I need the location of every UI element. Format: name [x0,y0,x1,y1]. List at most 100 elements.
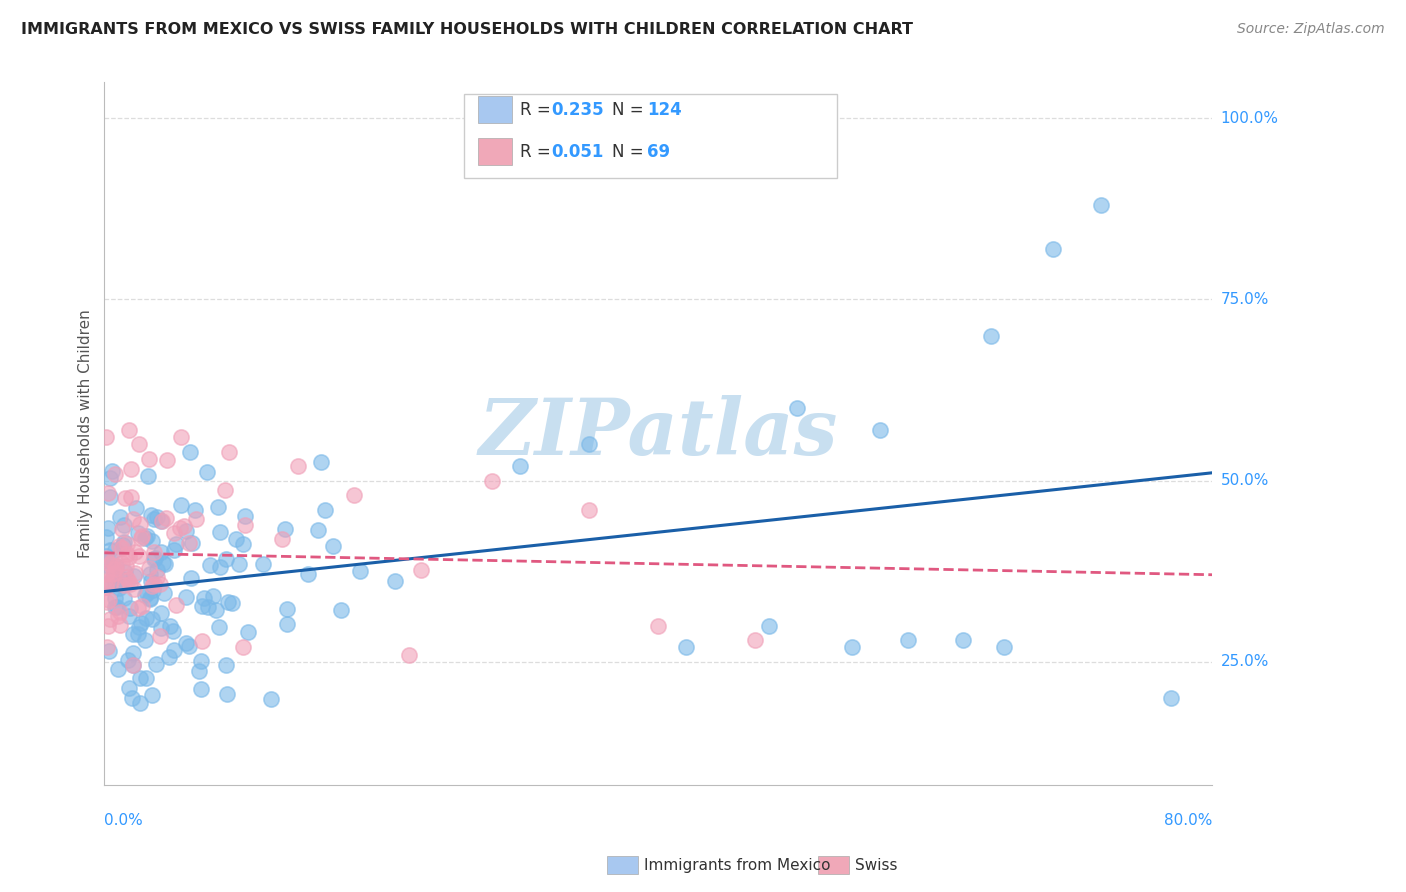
Point [104,600,127,615]
Point [165,598,187,612]
Point [138,561,160,575]
Point [165,537,187,551]
Point [120,461,142,475]
Point [509,459,531,474]
Text: 0.051: 0.051 [551,143,603,161]
Text: 80.0%: 80.0% [1164,813,1212,828]
Point [98,557,121,571]
Point [98,471,121,485]
Point [108,618,131,632]
Point [177,639,200,653]
Y-axis label: Family Households with Children: Family Households with Children [79,310,93,558]
Point [94,580,117,594]
Point [118,577,141,591]
Point [170,499,193,513]
Point [163,643,186,657]
Text: R =: R = [520,101,557,119]
Point [1090,198,1112,212]
Point [274,522,297,536]
Point [259,692,281,706]
Point [129,615,152,630]
Point [142,552,165,566]
Point [139,567,162,582]
Point [107,581,129,595]
Point [208,560,231,574]
Point [146,563,169,577]
Text: R =: R = [520,143,557,161]
Point [128,696,150,710]
Point [107,662,129,676]
Point [157,650,180,665]
Point [869,423,891,437]
Point [163,525,186,540]
Point [127,627,149,641]
Point [232,537,254,551]
Point [184,512,207,526]
Text: 75.0%: 75.0% [1220,292,1268,307]
Point [190,634,212,648]
Point [221,596,243,610]
Text: 50.0%: 50.0% [1220,473,1268,488]
Point [142,582,165,597]
Point [190,654,212,668]
Text: 100.0%: 100.0% [1220,111,1278,126]
Point [307,523,329,537]
Point [1042,242,1064,256]
Point [112,591,135,606]
Point [108,510,131,524]
Point [149,621,172,635]
Point [176,636,198,650]
Point [236,625,259,640]
Point [104,558,127,573]
Point [118,549,141,564]
Point [187,664,209,678]
Point [124,545,146,559]
Point [177,535,200,549]
Point [384,574,406,588]
Point [578,502,600,516]
Point [122,569,145,583]
Point [232,640,254,655]
Point [179,445,201,459]
Point [118,681,141,695]
Point [114,491,136,506]
Point [143,551,166,566]
Point [152,556,174,570]
Point [122,646,145,660]
Point [309,454,332,468]
Point [156,453,179,467]
Point [896,633,918,648]
Point [217,595,239,609]
Point [287,459,309,474]
Point [314,502,336,516]
Point [184,503,207,517]
Text: N =: N = [612,101,648,119]
Point [174,590,197,604]
Point [134,531,156,545]
Point [141,579,163,593]
Text: Source: ZipAtlas.com: Source: ZipAtlas.com [1237,22,1385,37]
Point [214,483,236,497]
Point [169,430,191,444]
Text: Swiss: Swiss [855,858,897,872]
Point [103,566,125,581]
Point [96,531,118,545]
Text: 0.235: 0.235 [551,101,603,119]
Point [481,474,503,488]
Point [980,328,1002,343]
Point [276,616,298,631]
Point [409,563,432,577]
Point [191,599,214,614]
Point [96,430,118,444]
Point [112,517,135,532]
Point [120,600,142,615]
Point [207,500,229,514]
Point [111,522,134,536]
Point [217,687,239,701]
Point [127,601,149,615]
Point [138,451,160,466]
Point [128,549,150,563]
Point [224,532,246,546]
Point [149,577,172,591]
Point [104,559,127,574]
